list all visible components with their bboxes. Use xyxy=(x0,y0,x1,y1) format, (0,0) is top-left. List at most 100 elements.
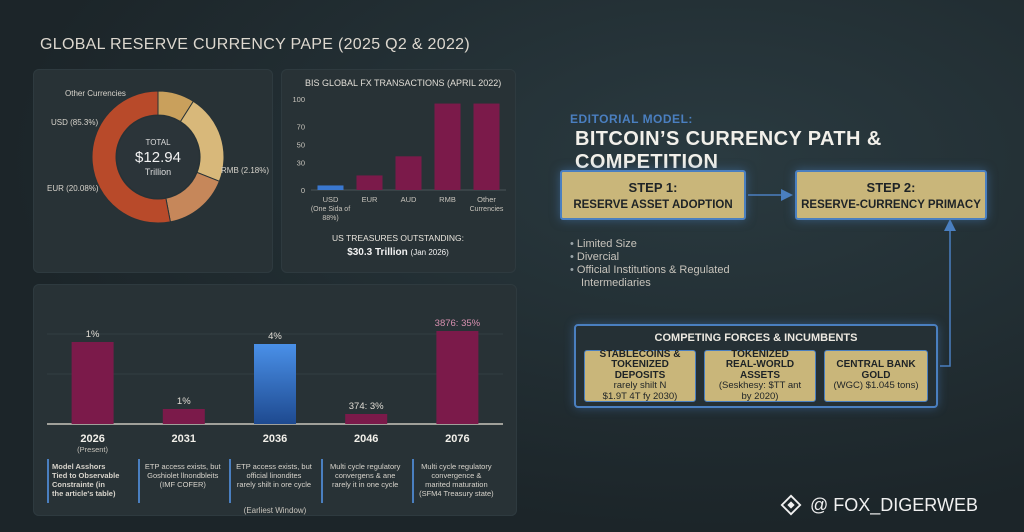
timeline-description: ETP access exists, but Goshiolet llnondbl… xyxy=(138,459,225,503)
bis-footnote-amount: $30.3 Trillion xyxy=(347,247,410,258)
donut-label: RMB (2.18%) xyxy=(221,166,269,175)
timeline-year: 2031 xyxy=(172,433,196,445)
timeline-bar xyxy=(162,409,205,424)
timeline-description-line: Multi cycle regulatory xyxy=(421,462,492,471)
cbox-line: STABLECOINS & xyxy=(599,348,681,360)
step2-box: STEP 2: RESERVE-CURRENCY PRIMACY xyxy=(795,170,987,220)
timeline-description-line: Tied to Observable xyxy=(52,471,120,480)
bis-x-sublabel: (One Sida of xyxy=(311,206,350,213)
competing-forces-box: COMPETING FORCES & INCUMBENTS STABLECOIN… xyxy=(574,324,938,408)
bis-x-tick: AUD xyxy=(401,195,417,204)
timeline-description-line: Model Asshors xyxy=(52,462,106,471)
bullet-text: Official Institutions & Regulated xyxy=(576,264,730,276)
timeline-year: 2046 xyxy=(354,433,378,445)
timeline-description-line: official linondites xyxy=(246,471,302,480)
bis-fx-panel: BIS GLOBAL FX TRANSACTIONS (APRIL 2022) 0… xyxy=(281,69,516,273)
timeline-year: 2026 xyxy=(80,433,104,445)
tokenized-rwa-box: TOKENIZED REAL-WORLD ASSETS (Seskhesy: $… xyxy=(704,348,816,402)
timeline-chart: 1% 2026(Present) 1% 2031 4% 2036 374: 3% 2046 38… xyxy=(47,318,503,454)
bis-x-sublabel: Currencies xyxy=(470,206,504,213)
cbox-line: TOKENIZED xyxy=(731,348,789,360)
cbox-line: (WGC) $1.045 tons) xyxy=(833,380,919,392)
timeline-description-line: rarely shilt in ore cycle xyxy=(236,480,312,489)
timeline-descriptions: Model Asshors Tied to Observable Constrain… xyxy=(47,459,510,503)
bis-y-tick: 0 xyxy=(301,186,305,195)
timeline-description-line: (SFM4 Treasury state) xyxy=(419,489,494,498)
timeline-data-label: 374: 3% xyxy=(349,401,384,412)
bullet-continuation: Intermediaries xyxy=(581,277,651,289)
timeline-year-sublabel: (Present) xyxy=(77,445,108,454)
bis-bar xyxy=(473,103,500,190)
editorial-label: EDITORIAL MODEL: xyxy=(570,112,693,126)
stablecoins-box: STABLECOINS & TOKENIZED DEPOSITS rarely … xyxy=(584,348,696,402)
timeline-data-label: 4% xyxy=(268,331,282,342)
cbox-line: TOKENIZED DEPOSITS xyxy=(611,359,669,381)
timeline-description-line: Multi cycle regulatory xyxy=(329,462,401,471)
step1-box: STEP 1: RESERVE ASSET ADOPTION xyxy=(560,170,746,220)
timeline-footer: (Earliest Window) xyxy=(243,506,307,515)
page-title: GLOBAL RESERVE CURRENCY PAPE (2025 Q2 & … xyxy=(40,36,470,53)
bis-x-tick: USD xyxy=(323,195,339,204)
cbox-line: (Seskhesy: $TT ant xyxy=(718,380,802,392)
timeline-year: 2036 xyxy=(263,433,287,445)
bis-x-tick: Other xyxy=(477,195,496,204)
bis-y-tick: 50 xyxy=(297,141,305,150)
donut-slice xyxy=(91,90,171,224)
timeline-year: 2076 xyxy=(445,433,469,445)
timeline-description: ETP access exists, but official linondite… xyxy=(229,459,316,503)
timeline-description-line: the article's table) xyxy=(52,489,116,498)
competing-forces-title: COMPETING FORCES & INCUMBENTS xyxy=(654,332,858,344)
reserve-donut-panel: TOTAL $12.94 Trillion Other Currencies USD (… xyxy=(33,69,273,273)
bis-chart-title: BIS GLOBAL FX TRANSACTIONS (APRIL 2022) xyxy=(305,78,501,88)
donut-label: USD (85.3%) xyxy=(51,118,98,127)
bullet-item: Official Institutions & RegulatedInterme… xyxy=(570,264,730,290)
timeline-bar xyxy=(254,344,296,424)
bis-footnote-value: $30.3 Trillion (Jan 2026) xyxy=(347,247,449,258)
donut-center-value: $12.94 xyxy=(135,149,181,166)
bis-y-tick: 100 xyxy=(292,95,305,104)
bis-bar xyxy=(317,185,344,190)
step1-subtitle: RESERVE ASSET ADOPTION xyxy=(573,198,733,211)
cbox-line: $1.9T 4T fy 2030) xyxy=(602,390,678,402)
timeline-bar xyxy=(345,414,388,424)
cbox-line: GOLD xyxy=(861,369,891,381)
timeline-bar xyxy=(436,331,479,424)
watermark: @ FOX_DIGERWEB xyxy=(780,494,978,516)
timeline-description-line: convergens & ane xyxy=(334,471,396,480)
step1-title: STEP 1: xyxy=(628,179,678,195)
timeline-description-line: ETP access exists, but xyxy=(144,462,221,471)
timeline-data-label: 1% xyxy=(86,329,100,340)
bis-bar xyxy=(356,175,383,190)
timeline-description-line: marited maturation xyxy=(425,480,488,489)
bullet-item: Limited Size xyxy=(570,238,730,251)
timeline-description-line: Constrainte (in xyxy=(52,480,105,489)
bis-footnote-note: (Jan 2026) xyxy=(411,248,450,257)
donut-label: EUR (20.08%) xyxy=(47,184,99,193)
bis-bar xyxy=(395,156,422,190)
step1-bullets: Limited Size Divercial Official Institut… xyxy=(570,238,730,290)
timeline-description: Multi cycle regulatory convergence & marit… xyxy=(411,459,499,503)
watermark-text: @ FOX_DIGERWEB xyxy=(810,494,978,515)
step2-title: STEP 2: xyxy=(866,179,916,195)
timeline-description-line: rarely it in one cycle xyxy=(332,480,399,489)
cbox-line: rarely shilt N xyxy=(613,380,667,392)
timeline-description-line: convergence & xyxy=(431,471,482,480)
editorial-title: BITCOIN’S CURRENCY PATH & COMPETITION xyxy=(575,128,882,173)
bis-x-tick: EUR xyxy=(362,195,378,204)
timeline-panel: 1% 2026 (Present) 1% 2031 4% 2036 374: 3% 2046 38… xyxy=(33,284,517,516)
donut-center-unit: Trillion xyxy=(145,167,171,177)
bis-y-tick: 70 xyxy=(297,122,305,131)
step2-subtitle: RESERVE-CURRENCY PRIMACY xyxy=(801,198,981,211)
timeline-description: Model Asshors Tied to Observable Constrain… xyxy=(47,459,134,503)
donut-hole xyxy=(117,116,199,198)
bis-x-tick: RMB xyxy=(439,195,456,204)
bis-fx-chart: BIS GLOBAL FX TRANSACTIONS (APRIL 2022) 0… xyxy=(292,78,506,258)
timeline-bar xyxy=(71,342,114,424)
timeline-description-line: ETP access exists, but xyxy=(236,462,312,471)
bis-y-tick: 30 xyxy=(297,159,305,168)
bis-footnote-title: US TREASURES OUTSTANDING: xyxy=(332,233,464,243)
donut-center-label: TOTAL xyxy=(145,138,171,147)
timeline-description-line: Goshiolet llnondbleits xyxy=(147,471,219,480)
timeline-description: Multi cycle regulatory convergens & ane ra… xyxy=(320,459,408,503)
